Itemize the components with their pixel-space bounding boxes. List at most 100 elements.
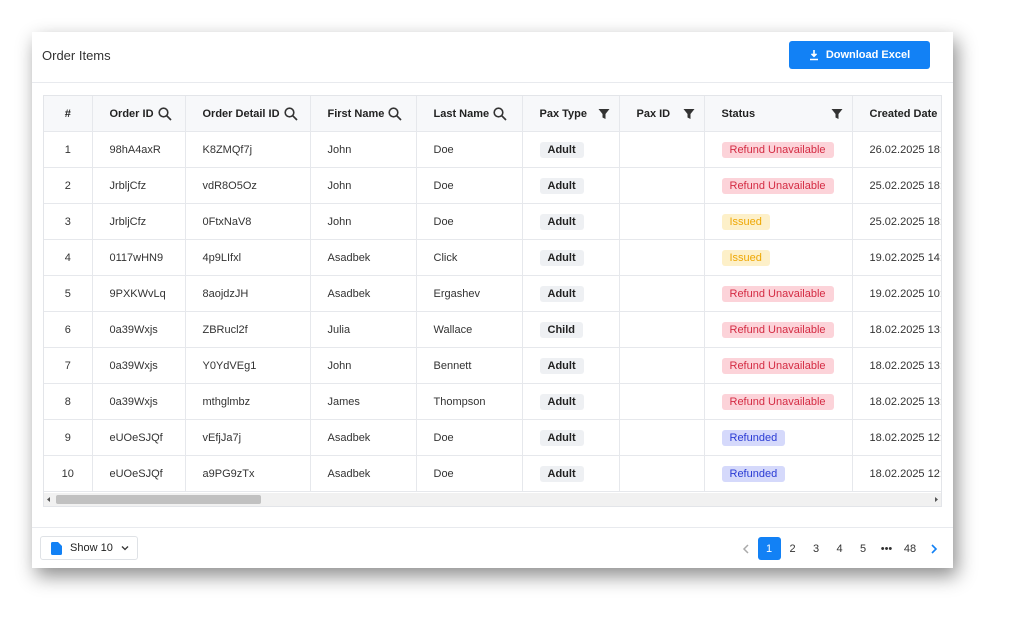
page-button[interactable]: 2: [789, 542, 796, 555]
header-label: Last Name: [433, 107, 490, 120]
table-cell: Issued: [704, 239, 853, 276]
table-row: 8 0a39Wxjs mthglmbz James Thompson Adult Refun…: [44, 383, 941, 420]
table-cell: [619, 167, 705, 204]
header-cell: Created Date: [870, 108, 942, 120]
table-container: # Order ID Order Detail ID First Name Last N…: [43, 95, 942, 507]
table-cell: [619, 419, 705, 456]
header-label: Pax Type: [539, 107, 588, 120]
status-badge: Refund Unavailable: [721, 285, 834, 302]
page-button[interactable]: 1: [757, 537, 781, 560]
pagination: 1 2 3 4 5 ••• 48: [734, 537, 946, 560]
filter-icon[interactable]: [830, 107, 844, 121]
table-cell: [619, 275, 705, 312]
header-cell: Pax ID: [637, 107, 704, 121]
header-label: Order Detail ID: [202, 107, 280, 120]
column-header: First Name: [310, 96, 417, 132]
status-badge: Refund Unavailable: [721, 321, 834, 338]
table-cell: 8: [44, 383, 93, 420]
table-cell: Thompson: [416, 383, 523, 420]
scrollbar[interactable]: [44, 493, 941, 506]
table-cell: Adult: [522, 347, 620, 384]
pax-type-badge: Adult: [539, 249, 584, 266]
table-cell: JrbljCfz: [92, 203, 186, 240]
table-cell: K8ZMQf7j: [185, 131, 311, 168]
pax-type-badge: Child: [539, 321, 583, 338]
page-size-select[interactable]: Show 10: [40, 536, 138, 560]
status-badge: Issued: [721, 249, 770, 266]
table-cell: [619, 347, 705, 384]
table-cell: 18.02.2025 13:1: [852, 311, 941, 348]
table-cell: 2: [44, 167, 93, 204]
card: Order Items Download Excel # Order ID Orde…: [32, 32, 953, 568]
page-button[interactable]: 5: [859, 542, 867, 555]
table-cell: Click: [416, 239, 523, 276]
filter-icon[interactable]: [597, 107, 611, 121]
table-cell: vdR8O5Oz: [185, 167, 311, 204]
table-cell: 98hA4axR: [92, 131, 186, 168]
pax-type-badge: Adult: [539, 177, 584, 194]
prev-page[interactable]: [734, 537, 757, 560]
table-cell: 0a39Wxjs: [92, 347, 186, 384]
table-cell: [619, 311, 705, 348]
table-cell: 25.02.2025 18:: [852, 167, 941, 204]
pax-type-badge: Adult: [539, 465, 584, 482]
table-cell: 10: [44, 455, 93, 492]
table-cell: Julia: [310, 311, 417, 348]
table-cell: 18.02.2025 12:4: [852, 455, 941, 492]
next-page[interactable]: [922, 537, 945, 560]
table-cell: 9: [44, 419, 93, 456]
table-row: 5 9PXKWvLq 8aojdzJH Asadbek Ergashev Adult Ref…: [44, 275, 941, 312]
table-cell: Refund Unavailable: [704, 131, 853, 168]
header-cell: First Name: [328, 106, 416, 121]
scroll-thumb[interactable]: [56, 495, 261, 504]
table-row: 4 0117wHN9 4p9LIfxl Asadbek Click Adult Issued…: [44, 239, 941, 276]
page-button[interactable]: 4: [836, 542, 843, 555]
column-header: Created Date: [852, 96, 942, 132]
filter-icon[interactable]: [682, 107, 696, 121]
table-cell: Wallace: [416, 311, 523, 348]
page-button[interactable]: 3: [812, 542, 820, 555]
table-cell: 19.02.2025 14:0: [852, 239, 941, 276]
page-button[interactable]: •••: [880, 542, 893, 555]
table-row: 7 0a39Wxjs Y0YdVEg1 John Bennett Adult Refund …: [44, 347, 941, 384]
divider: [32, 82, 953, 83]
status-badge: Refunded: [721, 465, 786, 482]
table-cell: 1: [44, 131, 93, 168]
table-cell: mthglmbz: [185, 383, 311, 420]
table-cell: 6: [44, 311, 93, 348]
page-button[interactable]: 48: [903, 542, 917, 555]
search-icon[interactable]: [283, 106, 298, 121]
table-cell: 0117wHN9: [92, 239, 186, 276]
table-cell: [619, 239, 705, 276]
table-cell: Asadbek: [310, 275, 417, 312]
table-cell: Adult: [522, 383, 620, 420]
table-cell: 7: [44, 347, 93, 384]
table-cell: Adult: [522, 275, 620, 312]
search-icon[interactable]: [157, 106, 172, 121]
table-cell: Doe: [416, 131, 523, 168]
table-cell: ZBRucl2f: [185, 311, 311, 348]
table-cell: John: [310, 203, 417, 240]
table-cell: 4p9LIfxl: [185, 239, 311, 276]
table-cell: Refunded: [704, 419, 853, 456]
table-cell: Asadbek: [310, 239, 417, 276]
table-cell: Adult: [522, 455, 620, 492]
table-row: 9 eUOeSJQf vEfjJa7j Asadbek Doe Adult Refunded…: [44, 419, 941, 456]
header-label: Order ID: [109, 107, 154, 120]
table-cell: 18.02.2025 13:1: [852, 347, 941, 384]
header-cell: #: [64, 107, 71, 120]
table-cell: Adult: [522, 239, 620, 276]
table: # Order ID Order Detail ID First Name Last N…: [44, 96, 942, 492]
table-cell: vEfjJa7j: [185, 419, 311, 456]
status-badge: Issued: [721, 213, 770, 230]
table-cell: Doe: [416, 419, 523, 456]
search-icon[interactable]: [388, 106, 402, 121]
table-cell: Y0YdVEg1: [185, 347, 311, 384]
table-cell: 9PXKWvLq: [92, 275, 186, 312]
download-button[interactable]: Download Excel: [789, 41, 930, 69]
table-cell: Adult: [522, 131, 620, 168]
table-cell: [619, 203, 705, 240]
table-cell: Ergashev: [416, 275, 523, 312]
table-cell: James: [310, 383, 417, 420]
search-icon[interactable]: [493, 106, 507, 121]
